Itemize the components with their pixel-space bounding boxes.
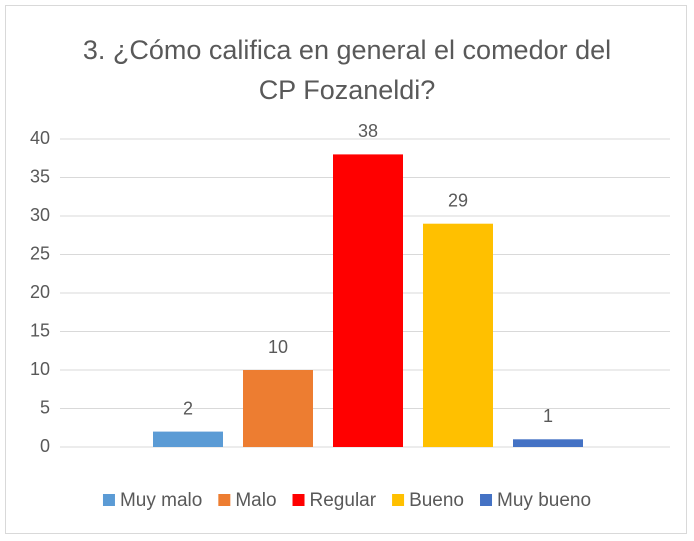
legend-label: Muy malo: [120, 490, 202, 511]
y-tick-label: 30: [30, 205, 50, 225]
bar: [333, 154, 403, 447]
legend-label: Muy bueno: [497, 490, 591, 511]
y-tick-label: 20: [30, 282, 50, 302]
data-label: 1: [543, 406, 553, 426]
chart-title: 3. ¿Cómo califica en general el comedor …: [82, 35, 612, 105]
bar: [513, 439, 583, 447]
legend-swatch: [102, 494, 115, 506]
chart-frame: [5, 5, 687, 534]
y-tick-label: 40: [30, 128, 50, 148]
legend-swatch: [392, 494, 405, 506]
legend-label: Bueno: [409, 490, 464, 511]
bar: [423, 223, 493, 447]
y-tick-label: 35: [30, 166, 50, 186]
legend-swatch: [292, 494, 305, 506]
legend-swatch: [218, 494, 231, 506]
bar: [243, 370, 313, 447]
y-tick-label: 25: [30, 243, 50, 263]
data-label: 10: [268, 337, 288, 357]
y-tick-label: 5: [40, 397, 50, 417]
bar: [153, 431, 223, 447]
data-label: 2: [183, 398, 193, 418]
legend-swatch: [480, 494, 493, 506]
data-label: 29: [448, 190, 468, 210]
y-tick-label: 10: [30, 359, 50, 379]
data-label: 38: [358, 121, 378, 141]
legend-label: Regular: [310, 490, 377, 511]
y-tick-label: 0: [40, 436, 50, 456]
legend-label: Malo: [235, 490, 276, 511]
y-tick-label: 15: [30, 320, 50, 340]
